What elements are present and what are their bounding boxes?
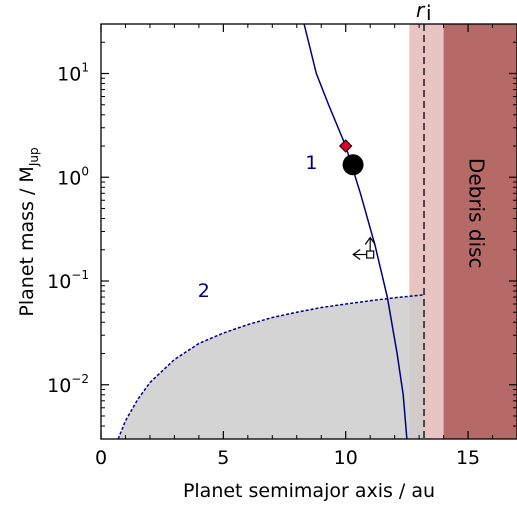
x-tick-label: 5 [217, 447, 229, 469]
y-tick-label: 101 [57, 61, 89, 86]
ri-label: r [416, 0, 426, 22]
curve-1 [303, 24, 408, 439]
curve-1-label: 1 [305, 152, 317, 174]
y-tick-label: 10−1 [47, 268, 89, 293]
y-tick-label: 100 [57, 164, 89, 189]
ri-subscript: i [426, 1, 432, 25]
limit-square-point [366, 250, 375, 259]
x-tick-label: 15 [456, 447, 480, 469]
x-axis-title: Planet semimajor axis / au [183, 480, 435, 502]
curve-2 [117, 294, 425, 439]
x-tick-label: 10 [334, 447, 358, 469]
left-arrow-head [352, 249, 361, 261]
debris-disc-region [443, 24, 517, 439]
diamond-point [338, 139, 353, 153]
curve-2-label: 2 [198, 280, 210, 302]
excluded-region [118, 294, 425, 439]
up-arrow-head [364, 236, 376, 245]
x-tick-label: 0 [95, 447, 107, 469]
y-axis-title: Planet mass / MJup [16, 147, 41, 316]
circle-point [342, 154, 364, 176]
y-tick-label: 10−2 [47, 372, 89, 397]
debris-disc-label: Debris disc [464, 158, 488, 269]
